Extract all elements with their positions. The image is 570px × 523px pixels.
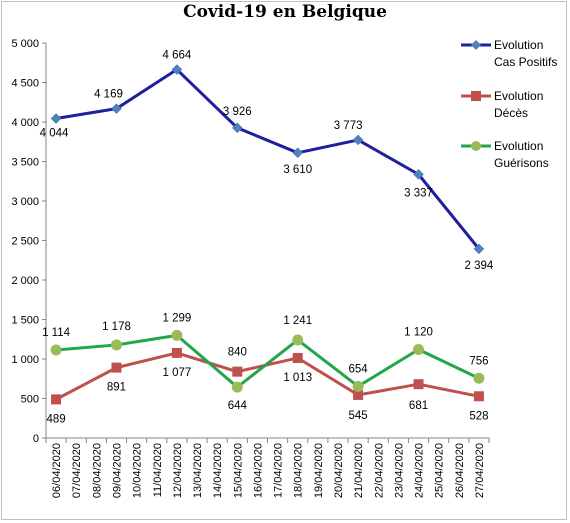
data-point [352, 134, 364, 146]
x-tick-label: 18/04/2020 [293, 443, 305, 498]
x-tick-label: 19/04/2020 [313, 443, 325, 498]
y-tick-label: 4 500 [11, 78, 39, 90]
data-point [231, 381, 243, 393]
legend-label: Evolution [494, 38, 543, 52]
y-tick-label: 1 000 [11, 354, 39, 366]
data-label: 1 299 [162, 312, 191, 324]
data-label: 1 013 [283, 372, 312, 384]
x-tick-label: 22/04/2020 [373, 443, 385, 498]
x-tick-label: 27/04/2020 [474, 443, 486, 498]
data-label: 1 120 [404, 327, 433, 339]
data-label: 3 773 [334, 120, 363, 132]
x-tick-label: 23/04/2020 [393, 443, 405, 498]
legend-label: Evolution [494, 139, 543, 153]
x-tick-label: 16/04/2020 [252, 443, 264, 498]
y-tick-label: 0 [33, 433, 39, 445]
x-tick-label: 20/04/2020 [333, 443, 345, 498]
data-point [171, 347, 182, 358]
data-label: 489 [46, 413, 65, 425]
data-point [292, 334, 304, 346]
x-tick-label: 07/04/2020 [71, 443, 83, 498]
data-label: 3 610 [283, 164, 312, 176]
data-label: 528 [469, 410, 488, 422]
legend-label: Cas Positifs [494, 55, 557, 69]
x-tick-label: 13/04/2020 [192, 443, 204, 498]
x-tick-label: 11/04/2020 [152, 443, 164, 497]
data-label: 545 [349, 410, 368, 422]
data-point [473, 391, 484, 402]
y-tick-label: 1 500 [11, 315, 39, 327]
data-point [171, 329, 183, 341]
data-label: 891 [107, 382, 126, 394]
data-label: 1 241 [283, 315, 312, 327]
data-point [292, 147, 304, 159]
data-label: 1 077 [162, 367, 191, 379]
data-label: 4 664 [162, 50, 191, 62]
data-point [352, 380, 364, 392]
legend-marker [471, 91, 481, 101]
x-tick-label: 09/04/2020 [111, 443, 123, 498]
data-point [473, 372, 485, 384]
data-label: 3 337 [404, 187, 433, 199]
x-tick-label: 06/04/2020 [51, 443, 63, 498]
x-tick-label: 25/04/2020 [434, 443, 446, 498]
data-label: 4 044 [40, 128, 69, 140]
x-tick-label: 14/04/2020 [212, 443, 224, 498]
data-label: 756 [469, 355, 488, 367]
data-point [413, 344, 425, 356]
x-tick-label: 15/04/2020 [232, 443, 244, 498]
data-point [353, 389, 364, 400]
data-label: 644 [228, 400, 248, 412]
x-tick-label: 21/04/2020 [353, 443, 365, 498]
data-label: 4 169 [94, 89, 123, 101]
y-tick-label: 4 000 [11, 117, 39, 129]
data-point [110, 339, 122, 351]
data-point [111, 103, 122, 115]
x-tick-label: 17/04/2020 [273, 443, 285, 498]
x-tick-label: 24/04/2020 [414, 443, 426, 498]
legend-label: Evolution [494, 89, 543, 103]
x-tick-label: 10/04/2020 [132, 443, 144, 498]
data-label: 1 114 [42, 327, 71, 339]
data-label: 2 394 [465, 260, 494, 272]
data-point [413, 169, 424, 180]
data-label: 1 178 [102, 321, 131, 333]
y-tick-label: 5 000 [11, 38, 39, 50]
data-label: 3 926 [223, 106, 252, 118]
chart-title: Covid-19 en Belgique [183, 2, 387, 22]
data-point [51, 394, 62, 405]
legend-marker [471, 141, 481, 151]
data-point [231, 122, 243, 134]
y-tick-label: 500 [21, 394, 39, 406]
data-point [111, 362, 122, 373]
data-point [413, 379, 424, 390]
data-point [473, 243, 485, 255]
y-tick-label: 2 500 [11, 236, 39, 248]
x-tick-label: 26/04/2020 [454, 443, 466, 498]
data-label: 654 [349, 363, 369, 375]
data-point [292, 352, 303, 363]
data-label: 681 [409, 400, 428, 412]
x-tick-label: 08/04/2020 [91, 443, 103, 498]
data-point [50, 344, 62, 356]
data-point [171, 64, 183, 75]
y-tick-label: 2 000 [11, 275, 39, 287]
y-tick-label: 3 500 [11, 157, 39, 169]
legend-marker [471, 40, 481, 50]
x-tick-label: 12/04/2020 [172, 443, 184, 498]
legend-label: Décès [494, 106, 528, 120]
series-line [55, 68, 481, 250]
series-line [55, 333, 480, 389]
data-point [232, 366, 243, 377]
y-tick-label: 3 000 [11, 196, 39, 208]
data-point [50, 113, 62, 124]
legend-label: Guérisons [494, 156, 549, 170]
data-label: 840 [228, 347, 247, 359]
